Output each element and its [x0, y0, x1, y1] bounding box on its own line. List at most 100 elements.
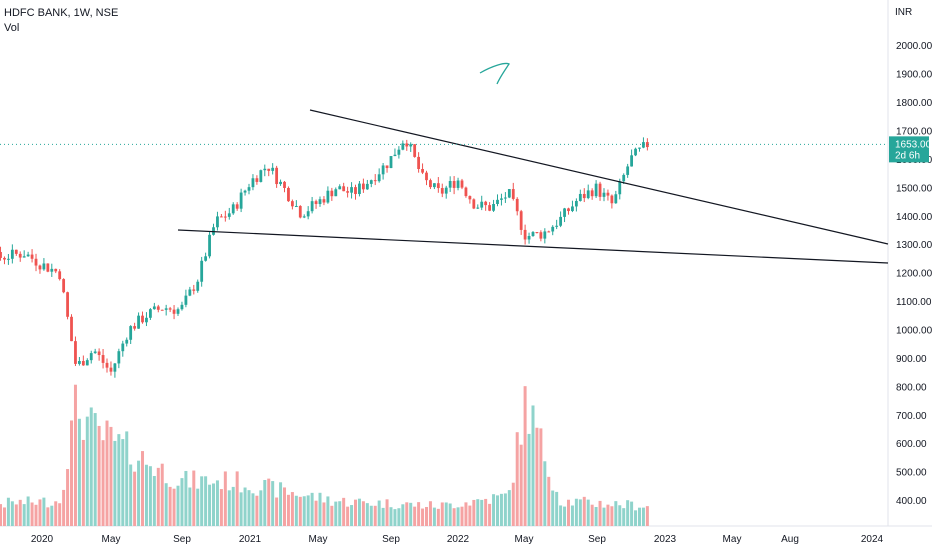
volume-bar — [610, 506, 614, 526]
volume-bar — [144, 464, 148, 526]
volume-bar — [101, 440, 105, 526]
symbol-title[interactable]: HDFC BANK, 1W, NSE — [4, 7, 119, 19]
volume-bar — [389, 507, 393, 526]
candle — [3, 257, 6, 260]
volume-bar — [215, 480, 219, 526]
volume-bar — [89, 407, 93, 526]
volume-bar — [231, 486, 235, 526]
candle — [642, 142, 645, 148]
candle — [555, 225, 559, 227]
candle — [54, 268, 58, 272]
candle — [586, 190, 590, 199]
volume-bar — [594, 506, 598, 526]
price-tick-label: 1800.00 — [896, 98, 932, 109]
candle — [618, 181, 622, 195]
time-tick-label: Sep — [173, 534, 191, 545]
volume-bar — [393, 509, 397, 526]
volume-bar — [424, 506, 428, 526]
volume-bar — [606, 504, 610, 526]
volume-bar — [81, 439, 85, 526]
candle — [393, 154, 397, 157]
volume-label[interactable]: Vol — [4, 22, 20, 34]
volume-bar — [413, 506, 417, 526]
candle — [500, 198, 503, 200]
volume-bar — [515, 432, 519, 526]
price-tick-label: 800.00 — [896, 382, 927, 393]
candle — [543, 231, 547, 239]
candle — [38, 265, 42, 270]
volume-bar — [401, 504, 405, 526]
candle — [484, 201, 488, 206]
candle — [263, 168, 267, 171]
volume-bar — [38, 499, 42, 526]
volume-bar — [10, 501, 14, 526]
volume-bar — [243, 487, 247, 526]
axis-currency: INR — [895, 7, 912, 18]
candle — [168, 308, 172, 310]
candle — [432, 183, 436, 188]
volume-bar — [499, 493, 503, 526]
candle — [283, 181, 286, 188]
volume-bar — [582, 496, 586, 526]
volume-bar — [492, 494, 496, 526]
volume-bar — [306, 495, 310, 526]
candle — [507, 189, 511, 198]
volume-bar — [338, 501, 342, 526]
time-tick-label: May — [102, 534, 121, 545]
candle — [34, 258, 38, 266]
volume-bar — [346, 506, 350, 526]
volume-bar — [468, 505, 472, 526]
time-tick-label: May — [309, 534, 328, 545]
volume-bar — [488, 503, 492, 526]
candle — [381, 165, 385, 175]
volume-bar — [559, 505, 563, 526]
candle — [239, 192, 243, 209]
candle — [109, 367, 113, 372]
volume-bar — [66, 469, 70, 526]
candle — [460, 180, 464, 188]
volume-bar — [0, 504, 3, 526]
volume-bar — [152, 476, 156, 526]
time-tick-label: Sep — [382, 534, 400, 545]
candle — [204, 256, 208, 261]
volume-bar — [73, 384, 77, 526]
candle — [594, 183, 598, 197]
volume-bar — [357, 498, 361, 526]
candle — [409, 144, 413, 147]
candle — [492, 203, 495, 211]
volume-bar — [219, 489, 223, 526]
candle — [243, 190, 247, 193]
volume-bar — [192, 470, 196, 526]
candle — [62, 279, 66, 293]
volume-bars-group — [0, 384, 649, 526]
price-tick-label: 400.00 — [896, 496, 927, 507]
volume-bar — [645, 506, 649, 526]
volume-bar — [50, 505, 54, 526]
price-tick-label: 1000.00 — [896, 326, 932, 337]
candle — [275, 167, 279, 185]
candle — [227, 213, 231, 217]
time-tick-label: May — [515, 534, 534, 545]
candle — [476, 207, 480, 209]
time-tick-label: 2021 — [239, 534, 262, 545]
volume-bar — [480, 499, 484, 526]
volume-bar — [460, 506, 464, 526]
candle — [468, 196, 472, 200]
volume-bar — [160, 463, 164, 526]
volume-bar — [239, 492, 243, 526]
candle — [464, 187, 468, 197]
candle — [535, 232, 539, 234]
volume-bar — [641, 507, 645, 526]
volume-bar — [105, 420, 109, 526]
candle — [436, 183, 440, 189]
candle — [247, 187, 251, 191]
candle — [385, 165, 389, 169]
candle — [350, 187, 353, 193]
volume-bar — [30, 502, 34, 526]
volume-bar — [614, 501, 618, 526]
candle — [255, 178, 259, 182]
volume-bar — [14, 504, 18, 526]
volume-bar — [574, 498, 578, 526]
candle — [622, 174, 626, 182]
